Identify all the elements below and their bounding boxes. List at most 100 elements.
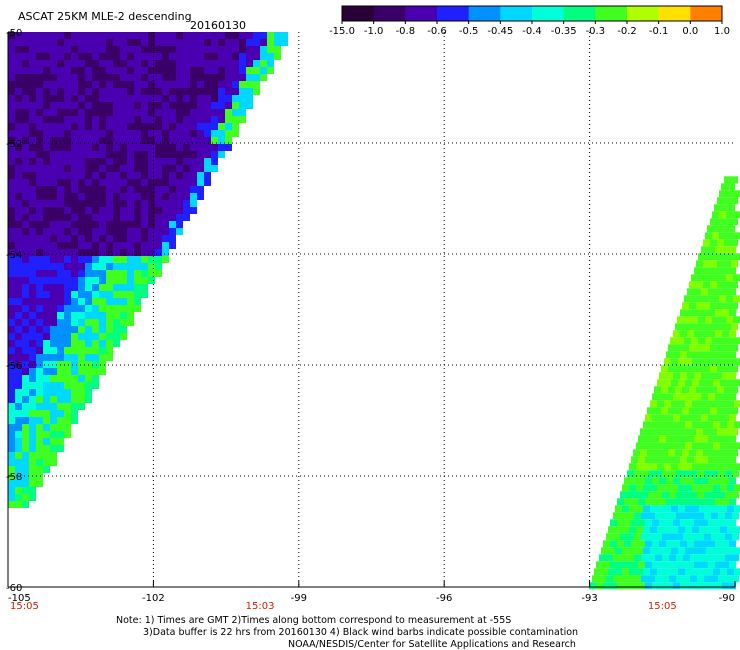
swath-cell-left [29, 431, 36, 438]
swath-cell-left [113, 179, 120, 186]
swath-cell-left [106, 193, 113, 200]
swath-cell-left [162, 158, 169, 165]
swath-cell-left [197, 179, 204, 186]
swath-cell-left [71, 123, 78, 130]
swath-cell-left [36, 242, 43, 249]
gridlines [8, 32, 735, 587]
swath-cell-right [661, 386, 668, 394]
swath-cell-right [727, 463, 734, 471]
swath-cell-right [724, 239, 731, 247]
swath-cell-right [708, 414, 715, 422]
swath-cell-left [169, 88, 176, 95]
swath-cell-left [8, 263, 15, 270]
x-tick-label: -105 [8, 593, 31, 604]
swath-cell-left [43, 298, 50, 305]
swath-cell-left [71, 228, 78, 235]
swath-cell-left [92, 354, 99, 361]
swath-cell-left [8, 151, 15, 158]
swath-cell-left [57, 403, 64, 410]
swath-cell-right [733, 274, 740, 282]
swath-cell-right [692, 421, 699, 429]
swath-cell-right [720, 568, 727, 576]
swath-cell-left [169, 179, 176, 186]
swath-cell-left [211, 39, 218, 46]
swath-cell-left [85, 172, 92, 179]
swath-cell-left [134, 102, 141, 109]
swath-cell-left [106, 130, 113, 137]
swath-cell-right [650, 442, 657, 450]
swath-cell-right [731, 302, 738, 310]
swath-cell-right [708, 498, 715, 506]
swath-cell-left [85, 81, 92, 88]
swath-cell-right [705, 232, 712, 240]
swath-cell-left [113, 186, 120, 193]
swath-cell-right [687, 456, 694, 464]
swath-cell-left [36, 130, 43, 137]
swath-cell-right [652, 414, 659, 422]
swath-cell-left [176, 39, 183, 46]
swath-cell-left [141, 242, 148, 249]
swath-cell-left [85, 214, 92, 221]
swath-cell-left [85, 277, 92, 284]
swath-cell-left [22, 459, 29, 466]
swath-cell-right [622, 484, 629, 492]
swath-cell-right [719, 337, 726, 345]
swath-cell-left [141, 95, 148, 102]
swath-cell-left [148, 165, 155, 172]
swath-cell-right [631, 561, 638, 569]
swath-cell-left [106, 186, 113, 193]
swath-cell-left [141, 291, 148, 298]
swath-cell-left [106, 32, 113, 39]
swath-cell-right [708, 309, 715, 317]
swath-cell-right [613, 575, 620, 583]
swath-cell-left [29, 333, 36, 340]
swath-cell-left [162, 88, 169, 95]
swath-cell-left [71, 221, 78, 228]
swath-cell-left [92, 74, 99, 81]
swath-cell-right [669, 533, 676, 541]
swath-cell-left [15, 67, 22, 74]
swath-cell-left [78, 200, 85, 207]
swath-cell-left [15, 410, 22, 417]
swath-cell-left [106, 151, 113, 158]
swath-cell-right [631, 456, 638, 464]
swath-cell-left [22, 501, 29, 508]
swath-cell-left [15, 452, 22, 459]
swath-cell-right [682, 386, 689, 394]
swath-cell-left [148, 242, 155, 249]
swath-cell-right [685, 526, 692, 534]
swath-cell-left [134, 158, 141, 165]
swath-cell-left [50, 459, 57, 466]
swath-cell-right [690, 512, 697, 520]
swath-layer [8, 32, 740, 590]
swath-cell-left [169, 109, 176, 116]
swath-cell-left [36, 431, 43, 438]
swath-cell-right [673, 477, 680, 485]
swath-cell-left [29, 207, 36, 214]
swath-cell-left [64, 235, 71, 242]
swath-cell-left [15, 382, 22, 389]
swath-cell-right [692, 463, 699, 471]
swath-cell-right [664, 484, 671, 492]
swath-cell-left [148, 95, 155, 102]
swath-cell-left [183, 130, 190, 137]
swath-cell-left [36, 200, 43, 207]
swath-cell-right [643, 463, 650, 471]
swath-cell-right [661, 365, 668, 373]
swath-cell-left [155, 116, 162, 123]
swath-cell-left [78, 165, 85, 172]
swath-cell-left [155, 53, 162, 60]
swath-cell-left [71, 319, 78, 326]
swath-cell-left [141, 270, 148, 277]
swath-cell-right [629, 463, 636, 471]
swath-cell-right [645, 519, 652, 527]
swath-cell-right [713, 526, 720, 534]
swath-cell-left [141, 172, 148, 179]
swath-cell-left [71, 242, 78, 249]
swath-cell-left [120, 172, 127, 179]
chart-title: ASCAT 25KM MLE-2 descending [18, 10, 192, 23]
swath-cell-right [645, 456, 652, 464]
swath-cell-left [92, 207, 99, 214]
swath-cell-left [22, 424, 29, 431]
swath-cell-left [71, 361, 78, 368]
